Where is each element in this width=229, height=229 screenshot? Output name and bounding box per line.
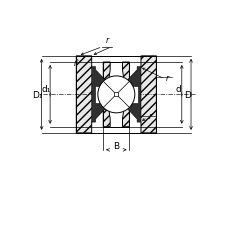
- Text: B: B: [113, 142, 119, 151]
- Bar: [114, 93, 118, 97]
- Text: r: r: [165, 74, 168, 83]
- Polygon shape: [122, 63, 129, 127]
- Text: D₁: D₁: [33, 90, 43, 99]
- Polygon shape: [91, 67, 108, 123]
- Polygon shape: [76, 57, 102, 133]
- Text: r: r: [105, 35, 108, 44]
- Polygon shape: [123, 67, 140, 123]
- Text: d: d: [174, 85, 180, 94]
- Circle shape: [97, 76, 134, 113]
- Bar: [130, 87, 137, 103]
- Polygon shape: [130, 57, 156, 133]
- Text: r: r: [74, 59, 77, 68]
- Text: D: D: [184, 90, 191, 99]
- Text: r: r: [148, 112, 151, 121]
- Bar: [94, 87, 102, 103]
- Text: d₁: d₁: [41, 85, 51, 94]
- Polygon shape: [103, 63, 110, 127]
